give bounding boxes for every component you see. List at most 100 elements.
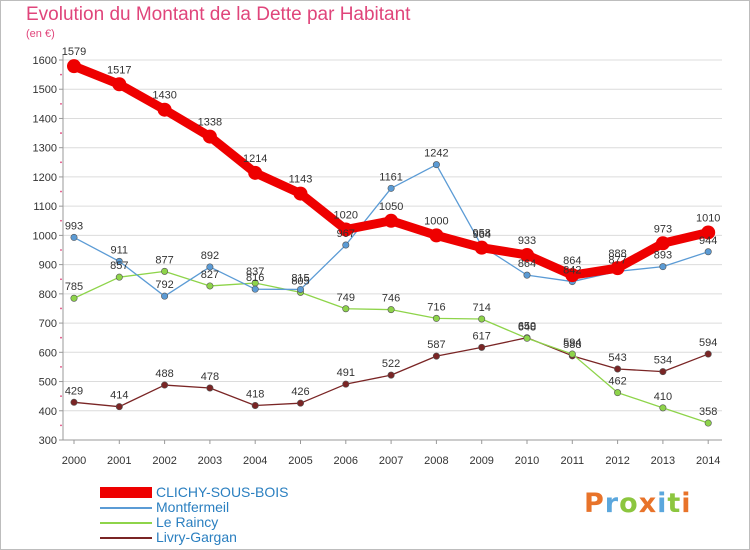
data-label: 1579 [62,46,86,58]
data-label: 958 [473,228,491,240]
data-point [157,102,172,117]
data-label: 842 [563,265,581,277]
data-point [161,381,169,389]
line-chart: 300 400 500 600 700 800 900 1000 1100 1200 1300 140… [33,46,722,467]
logo-letter: r [604,488,620,519]
x-tick-label: 2007 [379,455,403,467]
data-label: 792 [155,279,173,291]
data-label: 1214 [243,153,267,165]
data-label: 426 [291,386,309,398]
data-point [67,59,81,74]
data-point [432,352,440,360]
legend-label: CLICHY-SOUS-BOIS [156,484,289,500]
y-tick-label: 300 [39,435,57,447]
data-label: 933 [518,235,536,247]
data-label: 594 [699,337,717,349]
data-label: 410 [654,391,672,403]
data-point [70,398,78,406]
data-label: 785 [65,281,83,293]
data-label: 911 [111,244,129,256]
data-label: 815 [291,272,309,284]
data-point [206,263,214,271]
y-minor-tick [60,161,62,164]
data-point [342,241,350,249]
data-labels: 1579151714301338121411431020105010009589… [62,46,721,418]
data-point [342,305,350,313]
y-minor-tick [60,102,62,105]
y-tick-label: 900 [39,260,57,272]
data-point [115,403,123,411]
data-label: 714 [473,302,491,314]
grid-lines [63,59,722,441]
series-line-montfermeil [73,163,709,297]
data-label: 967 [337,228,355,240]
y-tick-label: 1000 [33,230,57,242]
y-minor-tick [60,219,62,222]
data-point [614,389,622,397]
data-point [614,365,622,373]
legend-swatch [100,487,152,498]
data-point [523,334,531,342]
data-point [659,368,667,376]
data-point [251,402,259,410]
data-point [202,129,217,144]
data-label: 857 [110,260,128,272]
data-label: 358 [699,406,717,418]
chart-title: Evolution du Montant de la Dette par Hab… [26,4,411,25]
y-tick-label: 600 [39,347,57,359]
y-tick-label: 800 [39,289,57,301]
data-label: 749 [337,292,355,304]
data-point [704,350,712,358]
data-label: 429 [65,385,83,397]
data-label: 1020 [334,210,358,222]
data-point [248,165,263,180]
data-point [655,236,670,251]
data-point [478,343,486,351]
data-label: 837 [246,266,264,278]
y-tick-label: 1500 [33,84,57,96]
data-label: 964 [473,229,491,241]
data-point [701,225,716,240]
data-point [523,271,531,279]
data-label: 877 [155,254,173,266]
data-label: 1010 [696,212,720,224]
y-minor-tick [60,190,62,193]
data-point [206,384,214,392]
x-tick-label: 2005 [288,455,312,467]
logo-letter: i [681,488,692,519]
data-label: 1161 [379,171,403,183]
y-minor-tick [60,278,62,281]
data-label: 877 [608,254,626,266]
data-label: 827 [201,269,219,281]
data-label: 1338 [198,117,222,129]
data-label: 534 [654,355,672,367]
data-label: 617 [473,330,491,342]
data-label: 488 [155,368,173,380]
data-point [387,371,395,379]
axes: 300 400 500 600 700 800 900 1000 1100 1200 1300 140… [33,55,722,467]
y-tick-label: 1300 [33,143,57,155]
series-layer [67,59,716,427]
y-tick-label: 1200 [33,172,57,184]
legend-swatch [100,507,152,509]
data-point [296,399,304,407]
data-point [704,419,712,427]
data-label: 1430 [152,90,176,102]
data-label: 893 [654,250,672,262]
y-tick-label: 1600 [33,55,57,67]
y-minor-tick [60,424,62,427]
data-point [565,268,580,283]
logo-letter: t [667,488,682,519]
data-label: 746 [382,293,400,305]
data-label: 543 [608,352,626,364]
data-label: 1143 [289,174,313,186]
data-point [387,306,395,314]
data-point [384,213,399,228]
data-point [115,257,123,265]
data-point [251,285,259,293]
data-point [432,161,440,169]
x-tick-label: 2000 [62,455,86,467]
data-point [296,285,304,293]
data-label: 1517 [107,64,131,76]
data-point [478,315,486,323]
